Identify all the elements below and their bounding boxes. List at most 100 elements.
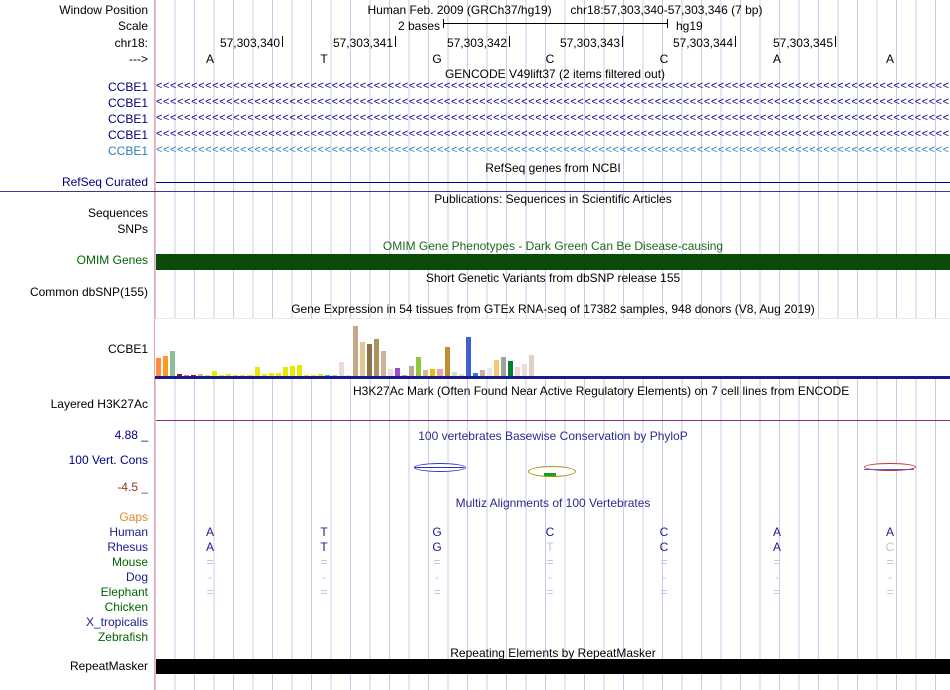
alignment-base-human: T: [320, 525, 328, 539]
conservation-feature-1[interactable]: [414, 463, 466, 472]
gencode-transcript-row-2[interactable]: <<<<<<<<<<<<<<<<<<<<<<<<<<<<<<<<<<<<<<<<…: [156, 97, 950, 108]
label-chrom: chr18:: [114, 36, 148, 50]
alignment-base-rhesus: A: [772, 540, 781, 554]
gtex-bar[interactable]: [395, 368, 401, 376]
gtex-bar[interactable]: [528, 354, 534, 376]
gtex-bar[interactable]: [521, 364, 527, 376]
gencode-transcript-row-3[interactable]: <<<<<<<<<<<<<<<<<<<<<<<<<<<<<<<<<<<<<<<<…: [156, 113, 950, 124]
gtex-bar[interactable]: [191, 375, 197, 376]
gtex-bar[interactable]: [402, 375, 408, 376]
gtex-bar[interactable]: [205, 375, 211, 376]
label-species-chicken[interactable]: Chicken: [104, 600, 148, 614]
label-species-xtropicalis[interactable]: X_tropicalis: [85, 615, 148, 629]
alignment-base-human: A: [772, 525, 781, 539]
label-species-human[interactable]: Human: [109, 525, 148, 539]
label-species-rhesus[interactable]: Rhesus: [107, 540, 148, 554]
label-snps[interactable]: SNPs: [117, 222, 148, 236]
gtex-bar[interactable]: [261, 374, 267, 376]
repeatmasker-feature[interactable]: [156, 659, 950, 674]
label-gaps[interactable]: Gaps: [119, 510, 148, 524]
ruler-tick-0: [282, 36, 283, 47]
gtex-bar[interactable]: [212, 371, 218, 376]
label-species-elephant[interactable]: Elephant: [100, 585, 148, 599]
gtex-bar[interactable]: [367, 344, 373, 376]
gtex-bar[interactable]: [479, 370, 485, 376]
label-gencode-ccbe1-2[interactable]: CCBE1: [107, 96, 148, 110]
label-species-zebrafish[interactable]: Zebrafish: [97, 630, 148, 644]
label-gencode-ccbe1-5[interactable]: CCBE1: [107, 144, 148, 158]
alignment-base-rhesus: G: [432, 540, 442, 554]
gtex-bar[interactable]: [156, 357, 162, 376]
gtex-bar[interactable]: [275, 373, 281, 376]
gtex-bar[interactable]: [282, 367, 288, 376]
gencode-transcript-row-5[interactable]: <<<<<<<<<<<<<<<<<<<<<<<<<<<<<<<<<<<<<<<<…: [156, 145, 950, 156]
gtex-bar[interactable]: [317, 374, 323, 376]
gtex-bar[interactable]: [381, 350, 387, 376]
position-text[interactable]: chr18:57,303,340-57,303,346 (7 bp): [570, 3, 763, 17]
gencode-transcript-row-1[interactable]: <<<<<<<<<<<<<<<<<<<<<<<<<<<<<<<<<<<<<<<<…: [156, 81, 950, 92]
gtex-bar[interactable]: [423, 370, 429, 376]
gtex-bar[interactable]: [430, 369, 436, 376]
label-gencode-ccbe1-1[interactable]: CCBE1: [107, 80, 148, 94]
refseq-curated-feature[interactable]: [156, 182, 950, 183]
gtex-bar[interactable]: [500, 356, 506, 376]
gtex-bar[interactable]: [184, 375, 190, 376]
gtex-bar[interactable]: [360, 342, 366, 376]
gtex-bar[interactable]: [226, 374, 232, 376]
gtex-bar[interactable]: [331, 375, 337, 376]
label-gencode-ccbe1-3[interactable]: CCBE1: [107, 112, 148, 126]
gtex-bar[interactable]: [240, 375, 246, 376]
gtex-bar[interactable]: [303, 375, 309, 376]
gtex-bar[interactable]: [374, 339, 380, 376]
gtex-bar[interactable]: [451, 372, 457, 376]
gtex-bar[interactable]: [324, 375, 330, 376]
label-repeatmasker[interactable]: RepeatMasker: [69, 659, 148, 673]
alignment-base-mouse: =: [546, 555, 554, 569]
gtex-bar[interactable]: [507, 360, 513, 376]
gtex-bar[interactable]: [346, 375, 352, 376]
gtex-expression-chart[interactable]: [155, 318, 950, 379]
gtex-bar[interactable]: [353, 325, 359, 376]
label-gencode-ccbe1-4[interactable]: CCBE1: [107, 128, 148, 142]
omim-gene-feature[interactable]: [156, 254, 950, 270]
track-title-h3k27ac: H3K27Ac Mark (Often Found Near Active Re…: [353, 384, 850, 398]
gtex-bar[interactable]: [409, 366, 415, 376]
gtex-bar[interactable]: [472, 373, 478, 376]
conservation-feature-3[interactable]: [864, 463, 916, 471]
label-gtex-ccbe1[interactable]: CCBE1: [107, 342, 148, 356]
gtex-bar[interactable]: [437, 369, 443, 376]
label-species-mouse[interactable]: Mouse: [111, 555, 148, 569]
gtex-bar[interactable]: [338, 361, 344, 376]
label-omim-genes[interactable]: OMIM Genes: [76, 253, 148, 267]
gtex-bar[interactable]: [163, 355, 169, 376]
gtex-bar[interactable]: [310, 375, 316, 376]
label-layered-h3k27ac[interactable]: Layered H3K27Ac: [50, 397, 148, 411]
gtex-bar[interactable]: [458, 374, 464, 376]
gtex-bar[interactable]: [444, 347, 450, 376]
gtex-bar[interactable]: [486, 368, 492, 376]
alignment-base-elephant: =: [886, 585, 894, 599]
label-species-dog[interactable]: Dog: [125, 570, 148, 584]
gtex-bar[interactable]: [289, 366, 295, 376]
gtex-bar[interactable]: [233, 375, 239, 376]
gtex-bar[interactable]: [268, 373, 274, 376]
gtex-bar[interactable]: [416, 356, 422, 376]
label-sequences[interactable]: Sequences: [87, 206, 148, 220]
label-common-dbsnp[interactable]: Common dbSNP(155): [29, 285, 148, 299]
gtex-bar[interactable]: [219, 375, 225, 376]
gtex-bar[interactable]: [247, 375, 253, 376]
gtex-bar[interactable]: [177, 374, 183, 376]
gtex-bar[interactable]: [254, 367, 260, 376]
ruler-coord-5: 57,303,345: [772, 36, 833, 50]
conservation-feature-2[interactable]: [528, 466, 576, 477]
gtex-bar[interactable]: [170, 350, 176, 376]
gtex-bar[interactable]: [296, 365, 302, 376]
gtex-bar[interactable]: [388, 369, 394, 376]
gtex-bar[interactable]: [465, 336, 471, 376]
label-cons-track[interactable]: 100 Vert. Cons: [68, 453, 148, 467]
gtex-bar[interactable]: [514, 367, 520, 376]
gtex-bar[interactable]: [198, 374, 204, 376]
label-refseq-curated[interactable]: RefSeq Curated: [61, 175, 148, 189]
gencode-transcript-row-4[interactable]: <<<<<<<<<<<<<<<<<<<<<<<<<<<<<<<<<<<<<<<<…: [156, 129, 950, 140]
gtex-bar[interactable]: [493, 359, 499, 376]
